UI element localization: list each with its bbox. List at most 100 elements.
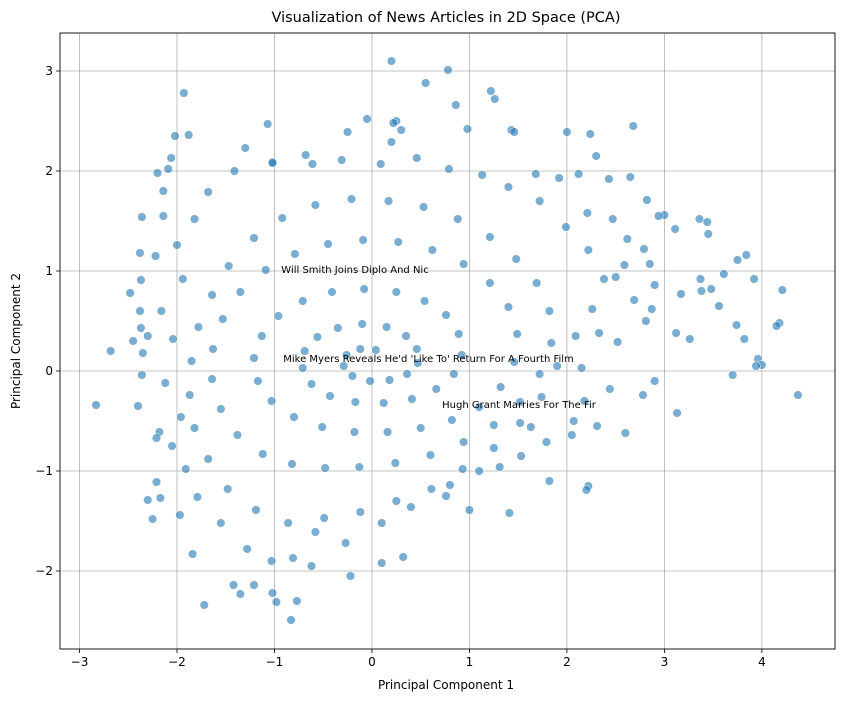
data-points [91,56,803,625]
data-point [266,556,277,566]
data-point [419,202,429,212]
data-point [208,344,218,354]
data-point [365,376,375,386]
data-point [178,274,188,284]
data-point [503,182,513,192]
data-point [486,86,496,96]
data-point [258,449,268,459]
data-point [158,186,168,196]
data-point [458,464,468,474]
data-point [503,302,513,312]
data-point [702,217,712,227]
data-point [257,331,267,341]
data-point [451,100,461,110]
point-annotation: Mike Myers Reveals He'd 'Like To' Return… [283,354,574,365]
data-point [425,450,435,460]
data-point [320,463,330,473]
data-point [599,274,609,284]
data-point [135,248,145,258]
data-point [685,334,695,344]
data-point [489,443,499,453]
data-point [629,295,639,305]
data-point [453,214,463,224]
data-point [240,143,250,153]
data-point [444,164,454,174]
data-point [583,245,593,255]
data-point [179,88,189,98]
data-point [306,379,317,389]
data-point [462,124,473,134]
data-point [552,361,562,371]
data-point [271,597,281,607]
data-point [447,415,457,425]
data-point [273,311,283,321]
x-tick-label: 1 [466,655,474,669]
data-point [143,495,153,505]
data-point [464,505,474,515]
data-point [342,350,352,360]
data-point [242,544,252,554]
data-point [185,390,195,400]
data-point [249,353,259,363]
data-point [695,274,706,284]
data-point [170,131,180,141]
data-point [224,261,234,271]
data-point [474,466,484,476]
data-point [158,211,168,221]
data-point [391,496,401,506]
data-point [228,580,239,590]
data-point [386,56,396,66]
data-point [312,332,322,342]
data-point [249,233,259,243]
data-point [388,118,398,128]
data-point [207,374,217,384]
x-tick-label: −1 [266,655,284,669]
data-point [516,451,526,461]
data-point [706,284,716,294]
data-point [354,462,364,472]
data-point [413,358,423,368]
data-point [591,151,601,161]
data-point [537,392,547,402]
data-point [150,251,161,261]
data-point [574,169,584,179]
data-point [323,239,333,249]
data-point [319,513,329,523]
data-point [156,306,166,316]
data-point [251,505,261,515]
data-point [163,164,173,174]
data-point [343,127,353,137]
data-point [406,502,416,512]
data-point [283,518,293,528]
x-axis-label: Principal Component 1 [378,678,514,692]
data-point [544,306,554,316]
data-point [306,561,317,571]
data-point [474,402,484,412]
data-point [151,477,162,487]
data-point [576,363,587,373]
data-point [647,304,657,314]
x-tick-label: 4 [758,655,766,669]
y-tick-label: 3 [45,64,53,78]
data-point [349,427,359,437]
data-point [642,195,652,205]
data-point [696,286,706,296]
data-point [386,137,396,147]
data-point [382,322,392,332]
data-point [426,484,436,494]
data-point [199,600,209,610]
data-point [216,518,226,528]
data-point [561,222,571,232]
data-point [277,213,287,223]
x-axis-ticks: −3 −2 −1 0 1 2 3 4 [71,649,766,669]
data-point [371,345,381,355]
chart-title: Visualization of News Articles in 2D Spa… [272,10,621,26]
data-point [187,356,197,366]
x-tick-label: −2 [168,655,186,669]
data-point [152,168,163,178]
data-point [441,310,451,320]
data-point [350,397,360,407]
data-point [223,484,233,494]
data-point [325,391,335,401]
data-point [654,211,664,221]
